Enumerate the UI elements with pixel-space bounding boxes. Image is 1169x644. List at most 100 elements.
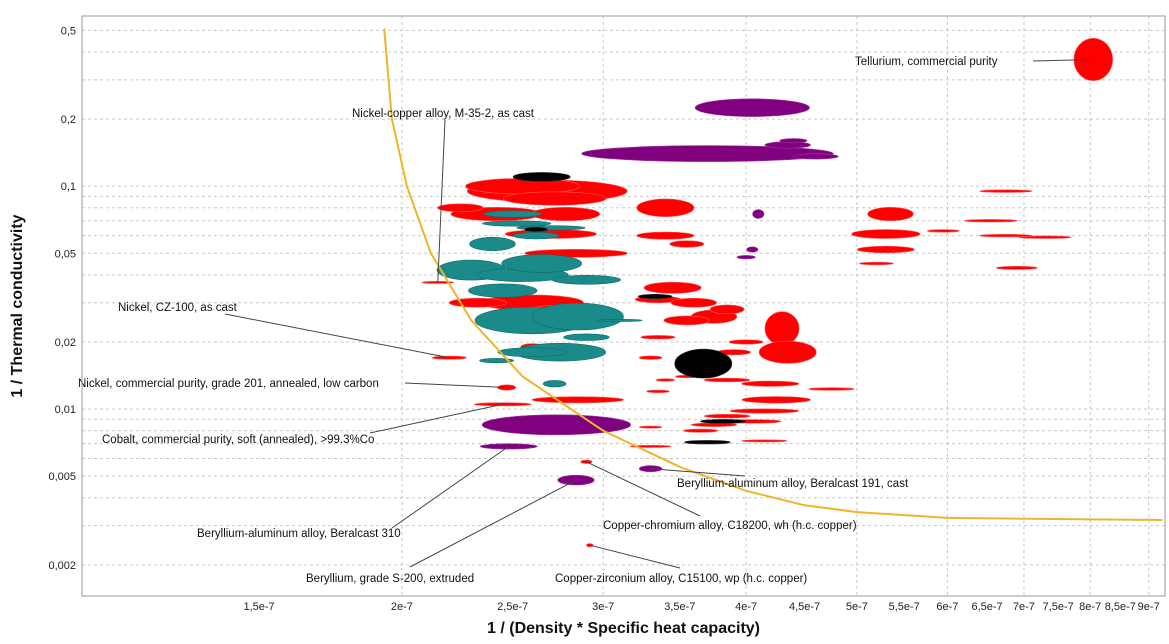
plot-frame bbox=[81, 15, 1166, 597]
bubble-teal bbox=[563, 333, 610, 341]
bubble-purple bbox=[581, 145, 834, 162]
bubble-black bbox=[699, 419, 747, 424]
bubble-red bbox=[856, 245, 915, 254]
bubble-red bbox=[629, 444, 672, 448]
bubble-teal bbox=[512, 232, 560, 240]
bubble-red bbox=[636, 231, 695, 240]
x-tick-label: 6e-7 bbox=[936, 601, 958, 613]
bubble-red bbox=[670, 297, 717, 308]
y-tick-label: 0,02 bbox=[55, 337, 76, 349]
bubble-red bbox=[643, 281, 702, 294]
y-axis-title: 1 / Thermal conductivity bbox=[9, 214, 26, 397]
bubble-teal bbox=[483, 210, 542, 218]
bubble-red bbox=[640, 335, 676, 340]
annotation-leader bbox=[224, 313, 450, 359]
annotation-leader bbox=[1032, 59, 1094, 62]
bubble-purple bbox=[479, 443, 538, 450]
bubble-purple bbox=[694, 98, 810, 117]
x-tick-label: 9e-7 bbox=[1138, 601, 1160, 613]
bubble-red bbox=[638, 425, 663, 429]
bubble-red bbox=[728, 339, 764, 345]
bubble-red bbox=[764, 311, 800, 346]
bubble-red bbox=[531, 396, 624, 404]
bubble-red bbox=[729, 408, 800, 414]
bubble-teal bbox=[468, 283, 538, 298]
x-tick-label: 2e-7 bbox=[391, 601, 413, 613]
bubble-black bbox=[674, 348, 733, 379]
annotation-leader bbox=[437, 119, 446, 283]
y-tick-label: 0,05 bbox=[55, 248, 76, 260]
bubble-red bbox=[663, 315, 710, 326]
bubble-red bbox=[808, 387, 855, 391]
bubble-purple bbox=[746, 246, 759, 253]
bubble-red bbox=[741, 396, 811, 404]
x-tick-label: 2,5e-7 bbox=[497, 601, 528, 613]
annotation-label: Nickel, commercial purity, grade 201, an… bbox=[78, 378, 379, 390]
bubble-red bbox=[669, 240, 705, 248]
bubble-red bbox=[646, 389, 670, 394]
bubble-red bbox=[926, 229, 960, 233]
bubble-red bbox=[964, 219, 1018, 223]
annotation-label: Beryllium-aluminum alloy, Beralcast 191,… bbox=[677, 478, 909, 490]
guideline-curve bbox=[383, 28, 1163, 521]
bubble-red bbox=[867, 207, 914, 222]
x-tick-label: 1,5e-7 bbox=[243, 601, 274, 613]
guideline bbox=[383, 28, 1163, 521]
x-tick-label: 7,5e-7 bbox=[1043, 601, 1074, 613]
annotation-leaders bbox=[224, 59, 1094, 569]
bubble-teal bbox=[479, 358, 515, 364]
x-tick-label: 4,5e-7 bbox=[789, 601, 820, 613]
y-tick-label: 0,01 bbox=[55, 404, 76, 416]
bubble-teal bbox=[497, 347, 567, 358]
annotation-label: Nickel, CZ-100, as cast bbox=[118, 302, 238, 314]
annotation-leader bbox=[369, 403, 503, 434]
bubble-red bbox=[703, 414, 751, 419]
bubble-purple bbox=[481, 414, 632, 436]
annotation-leader bbox=[589, 544, 681, 569]
annotation-leader bbox=[586, 461, 701, 517]
bubble-red bbox=[638, 355, 663, 360]
annotation-label: Nickel-copper alloy, M-35-2, as cast bbox=[352, 108, 535, 120]
bubble-teal bbox=[501, 254, 583, 273]
bubble-teal bbox=[482, 220, 552, 227]
bubble-red bbox=[859, 261, 894, 266]
annotation-label: Copper-chromium alloy, C18200, wh (h.c. … bbox=[603, 520, 857, 532]
bubble-red bbox=[437, 203, 484, 213]
x-axis-title: 1 / (Density * Specific heat capacity) bbox=[487, 620, 760, 637]
y-tick-label: 0,5 bbox=[61, 25, 76, 37]
x-tick-label: 3,5e-7 bbox=[664, 601, 695, 613]
bubble-red bbox=[979, 189, 1033, 193]
annotation-leader bbox=[404, 382, 507, 388]
bubble-red bbox=[586, 543, 594, 548]
bubble-red bbox=[656, 378, 675, 382]
annotation-label: Copper-zirconium alloy, C15100, wp (h.c.… bbox=[555, 573, 807, 585]
bubble-purple bbox=[736, 255, 756, 260]
bubble-black bbox=[684, 440, 731, 445]
bubble-red bbox=[502, 191, 607, 206]
x-tick-label: 3e-7 bbox=[592, 601, 614, 613]
annotation-label: Tellurium, commercial purity bbox=[855, 56, 998, 68]
bubble-red bbox=[758, 340, 817, 364]
x-tick-label: 5,5e-7 bbox=[889, 601, 920, 613]
bubble-red bbox=[979, 234, 1033, 238]
annotation-label: Beryllium-aluminum alloy, Beralcast 310 bbox=[197, 528, 401, 540]
bubble-red bbox=[709, 304, 745, 315]
bubble-red bbox=[636, 198, 695, 218]
y-tick-label: 0,005 bbox=[48, 471, 76, 483]
bubble-red bbox=[851, 229, 921, 239]
x-tick-label: 5e-7 bbox=[846, 601, 868, 613]
y-tick-label: 0,002 bbox=[48, 560, 76, 572]
x-tick-label: 7e-7 bbox=[1013, 601, 1035, 613]
annotation-label: Beryllium, grade S-200, extruded bbox=[306, 573, 474, 585]
bubble-purple bbox=[779, 138, 808, 144]
bubble-black bbox=[512, 172, 571, 182]
bubble-purple bbox=[792, 153, 839, 160]
y-tick-label: 0,2 bbox=[61, 114, 76, 126]
bubble-red bbox=[741, 439, 788, 443]
bubble-black bbox=[637, 293, 673, 299]
bubble-teal bbox=[469, 237, 516, 252]
x-tick-label: 8e-7 bbox=[1079, 601, 1101, 613]
annotation-leader bbox=[409, 479, 577, 568]
annotation-label: Cobalt, commercial purity, soft (anneale… bbox=[102, 434, 374, 446]
